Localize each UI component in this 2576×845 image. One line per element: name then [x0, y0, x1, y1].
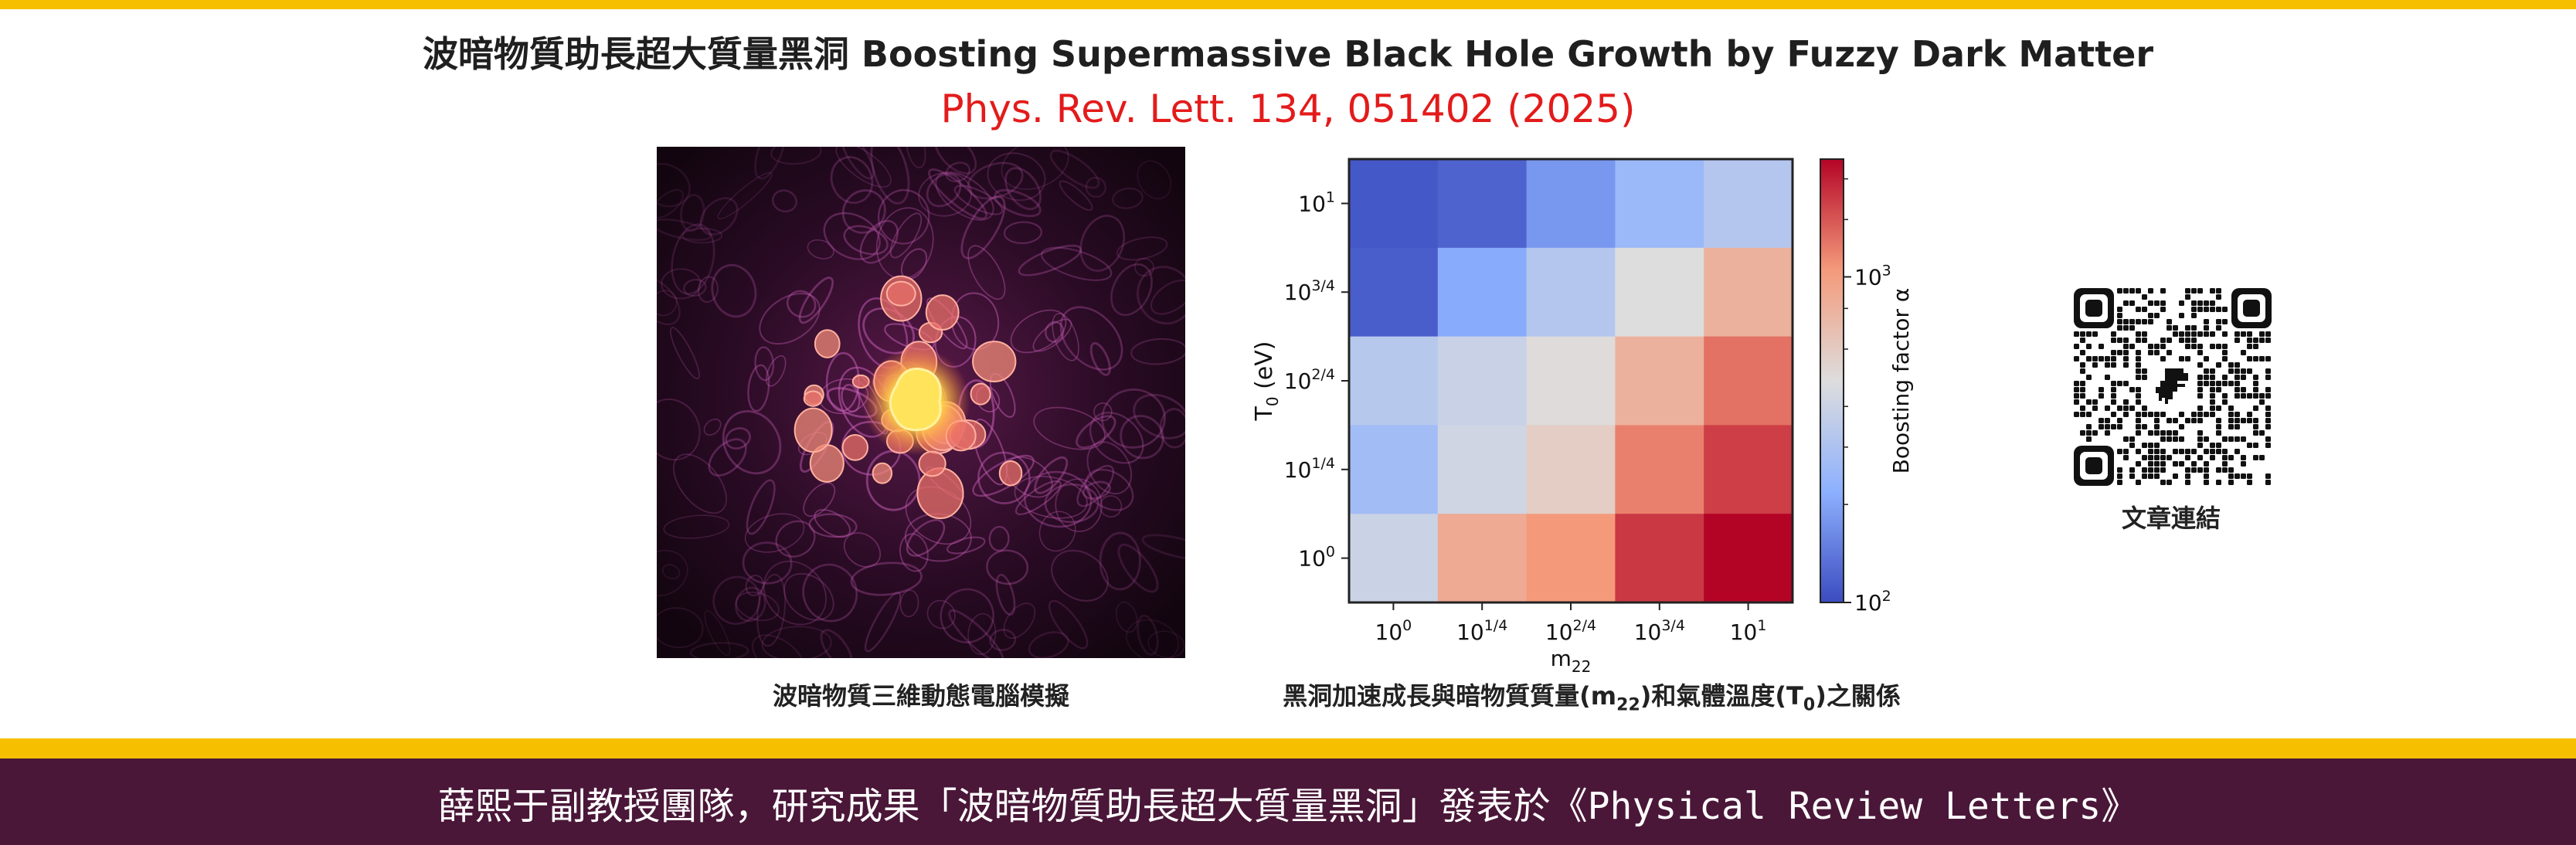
heatmap-cell: [1704, 247, 1793, 338]
x-tick-label: 101: [1730, 617, 1767, 645]
heatmap-cell: [1704, 336, 1793, 426]
heatmap-cells: [1349, 159, 1793, 603]
heatmap-cell: [1437, 425, 1528, 514]
heatmap-cell: [1615, 336, 1704, 426]
journal-citation: Phys. Rev. Lett. 134, 051402 (2025): [940, 87, 1636, 131]
x-tick-label: 101/4: [1456, 617, 1507, 645]
heatmap-cell: [1437, 159, 1528, 249]
heatmap-cell: [1704, 159, 1793, 249]
y-tick-label: 102/4: [1284, 366, 1335, 394]
simulation-caption: 波暗物質三維動態電腦模擬: [772, 681, 1069, 711]
x-tick-label: 102/4: [1545, 617, 1596, 645]
heatmap-cell: [1349, 159, 1439, 249]
heatmap-cell: [1349, 247, 1439, 338]
heatmap-cell: [1349, 425, 1439, 514]
colorbar-ticks: 103 102: [1844, 178, 1891, 616]
heatmap-cell: [1437, 247, 1528, 338]
heatmap-cell: [1437, 514, 1528, 603]
heatmap-cell: [1349, 514, 1439, 603]
page-title: 波暗物質助長超大質量黑洞 Boosting Supermassive Black…: [422, 33, 2154, 75]
x-tick-label: 100: [1375, 617, 1412, 645]
qr-code[interactable]: [2074, 288, 2272, 486]
y-axis-label: T0 (eV): [1251, 341, 1282, 422]
qr-label: 文章連結: [2121, 504, 2221, 533]
y-tick-label: 103/4: [1284, 277, 1335, 305]
y-axis-ticks: 100 101/4 102/4 103/4 101: [1284, 188, 1349, 572]
heatmap-cell: [1526, 159, 1616, 249]
footer-text: 薛熙于副教授團隊，研究成果「波暗物質助長超大質量黑洞」發表於《Physical …: [437, 785, 2139, 828]
top-accent-bar: [0, 0, 2576, 9]
colorbar: [1820, 158, 1844, 603]
heatmap-cell: [1526, 425, 1616, 514]
colorbar-tick-label: 103: [1854, 262, 1891, 290]
y-tick-label: 101: [1298, 188, 1335, 216]
qr-finder-bottom-left: [2074, 446, 2114, 486]
heatmap-cell: [1437, 336, 1528, 426]
colorbar-label: Boosting factor α: [1888, 288, 1914, 474]
heatmap-caption: 黑洞加速成長與暗物質質量(m22)和氣體溫度(T0)之關係: [1283, 681, 1901, 715]
x-axis-label: m22: [1551, 646, 1592, 676]
heatmap-cell: [1615, 514, 1704, 603]
x-tick-label: 103/4: [1634, 617, 1685, 645]
qr-finder-top-right: [2231, 288, 2272, 328]
x-axis-ticks: 100 101/4 102/4 103/4 101: [1375, 602, 1767, 645]
dinosaur-icon: [2156, 368, 2188, 404]
heatmap-cell: [1526, 514, 1616, 603]
heatmap-cell: [1615, 159, 1704, 249]
heatmap-cell: [1615, 425, 1704, 514]
bottom-accent-bar: [0, 738, 2576, 758]
heatmap-cell: [1349, 336, 1439, 426]
simulation-image: [657, 147, 1185, 658]
heatmap-cell: [1704, 425, 1793, 514]
heatmap-chart: 100 101/4 102/4 103/4 101 100 101/4 102/4 103/4…: [1251, 158, 1914, 676]
heatmap-cell: [1704, 514, 1793, 603]
heatmap-cell: [1526, 247, 1616, 338]
core-blob: [889, 368, 942, 432]
y-tick-label: 101/4: [1284, 455, 1335, 483]
heatmap-cell: [1526, 336, 1616, 426]
heatmap-cell: [1615, 247, 1704, 338]
footer-banner: 薛熙于副教授團隊，研究成果「波暗物質助長超大質量黑洞」發表於《Physical …: [0, 758, 2576, 845]
y-tick-label: 100: [1298, 544, 1335, 572]
qr-finder-top-left: [2074, 288, 2114, 328]
colorbar-tick-label: 102: [1854, 588, 1891, 616]
